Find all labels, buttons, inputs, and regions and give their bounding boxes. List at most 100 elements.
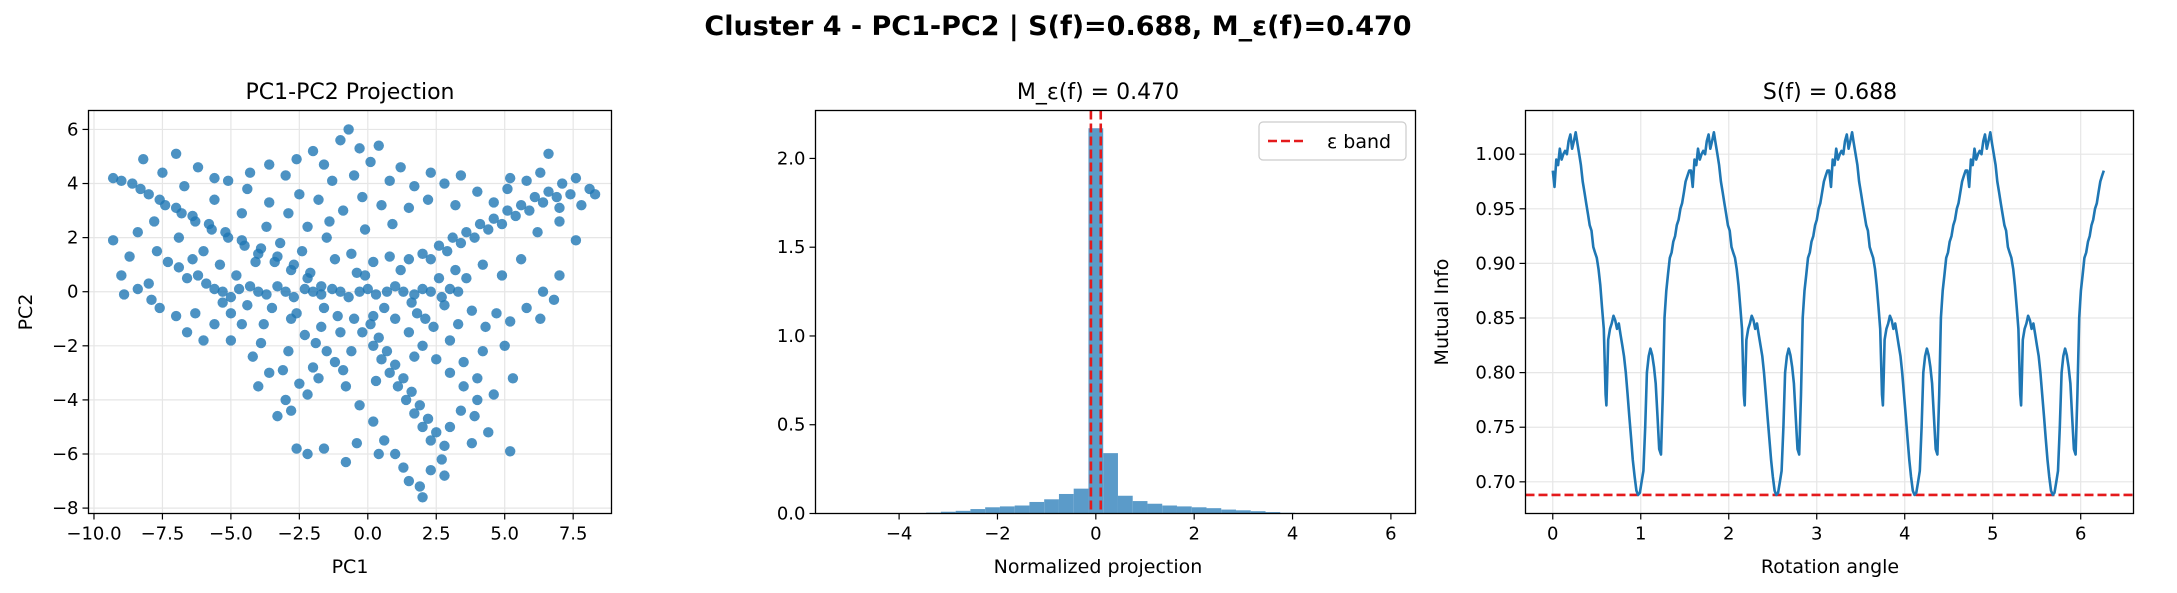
scatter-point	[192, 162, 204, 173]
scatter-point	[291, 153, 302, 165]
scatter-point	[201, 278, 212, 289]
scatter-point	[477, 259, 489, 270]
scatter-point	[439, 300, 450, 311]
scatter-point	[488, 213, 499, 224]
scatter-point	[395, 162, 406, 173]
scatter-point	[310, 337, 321, 349]
scatter-point	[537, 197, 549, 208]
scatter-point	[340, 456, 352, 468]
scatter-point	[146, 294, 157, 306]
histogram-x-tick-label: 0	[1090, 524, 1101, 545]
scatter-point	[272, 281, 283, 292]
scatter-point	[236, 235, 248, 246]
scatter-point	[296, 245, 308, 257]
scatter-point	[370, 375, 382, 387]
scatter-point	[381, 346, 393, 357]
scatter-point	[288, 291, 300, 303]
histogram-bar	[1132, 501, 1148, 514]
scatter-point	[472, 394, 483, 406]
scatter-point	[491, 308, 502, 319]
histogram-y-tick-label: 1.5	[777, 237, 806, 258]
scatter-point	[570, 235, 582, 246]
mutual-info-y-tick-label: 0.90	[1475, 253, 1515, 274]
scatter-point	[280, 170, 291, 181]
scatter-x-tick-label: 0.0	[353, 524, 382, 545]
scatter-point	[247, 351, 258, 362]
scatter-point	[488, 197, 499, 208]
scatter-point	[181, 272, 193, 284]
histogram-bars	[926, 128, 1296, 514]
scatter-point	[258, 318, 269, 330]
scatter-point	[302, 221, 313, 233]
histogram-y-tick-label: 2.0	[777, 148, 806, 169]
scatter-point	[395, 264, 406, 276]
scatter-point	[190, 308, 201, 319]
scatter-point	[138, 153, 149, 165]
scatter-point	[217, 286, 228, 297]
scatter-point	[302, 389, 313, 400]
scatter-point	[154, 194, 165, 205]
scatter-point	[510, 210, 521, 222]
scatter-x-tick-label: 5.0	[490, 524, 519, 545]
scatter-point	[307, 286, 319, 297]
scatter-point	[403, 327, 415, 338]
scatter-x-tick-label: −2.5	[277, 524, 321, 545]
scatter-point	[444, 421, 456, 433]
scatter-point	[143, 189, 154, 200]
scatter-point	[442, 245, 453, 257]
histogram-bar	[940, 511, 956, 514]
scatter-point	[376, 199, 387, 211]
scatter-point	[411, 308, 423, 319]
histogram-bar	[1191, 507, 1207, 514]
scatter-point	[209, 172, 220, 184]
scatter-point	[335, 286, 346, 297]
scatter-point	[521, 175, 532, 187]
scatter-point	[387, 218, 398, 230]
histogram-bar	[1117, 495, 1133, 514]
scatter-point	[474, 218, 486, 230]
scatter-point	[417, 421, 428, 433]
scatter-point	[244, 167, 256, 178]
scatter-point	[365, 318, 376, 330]
scatter-point	[461, 227, 472, 238]
scatter-point	[285, 405, 297, 416]
scatter-point	[209, 194, 220, 205]
scatter-point	[406, 297, 417, 308]
scatter-point	[452, 286, 464, 297]
scatter-point	[217, 297, 228, 308]
scatter-point	[305, 267, 316, 278]
scatter-point	[521, 302, 532, 314]
legend-box	[1258, 121, 1407, 161]
scatter-point	[496, 218, 508, 230]
scatter-y-ticks: −8 −6 −4 −2 0 2 4 6	[52, 119, 89, 519]
scatter-point	[261, 289, 272, 300]
scatter-point	[220, 227, 231, 238]
scatter-point	[403, 254, 415, 265]
scatter-point	[417, 248, 428, 260]
scatter-point	[373, 332, 384, 343]
scatter-point	[242, 183, 253, 195]
scatter-point	[565, 189, 576, 200]
scatter-point	[444, 283, 456, 295]
scatter-point	[439, 440, 450, 452]
mutual-info-x-tick-label: 4	[1899, 524, 1910, 545]
scatter-y-tick-label: −6	[52, 444, 79, 465]
scatter-point	[524, 205, 535, 216]
scatter-point	[452, 318, 464, 330]
histogram-x-tick-label: 2	[1188, 524, 1199, 545]
scatter-point	[225, 291, 237, 303]
scatter-point	[346, 248, 357, 260]
scatter-point	[389, 359, 401, 370]
scatter-point	[274, 237, 286, 249]
scatter-point	[472, 186, 483, 197]
scatter-point	[368, 310, 379, 322]
scatter-point	[343, 291, 354, 303]
histogram-bar	[999, 506, 1015, 514]
scatter-y-tick-label: 6	[67, 119, 78, 140]
scatter-point	[403, 202, 415, 214]
histogram-y-tick-label: 0.5	[777, 415, 806, 436]
scatter-point	[170, 148, 182, 159]
scatter-point	[192, 270, 204, 281]
mutual-info-x-tick-label: 2	[1723, 524, 1734, 545]
mutual-info-y-tick-label: 0.85	[1475, 308, 1515, 329]
